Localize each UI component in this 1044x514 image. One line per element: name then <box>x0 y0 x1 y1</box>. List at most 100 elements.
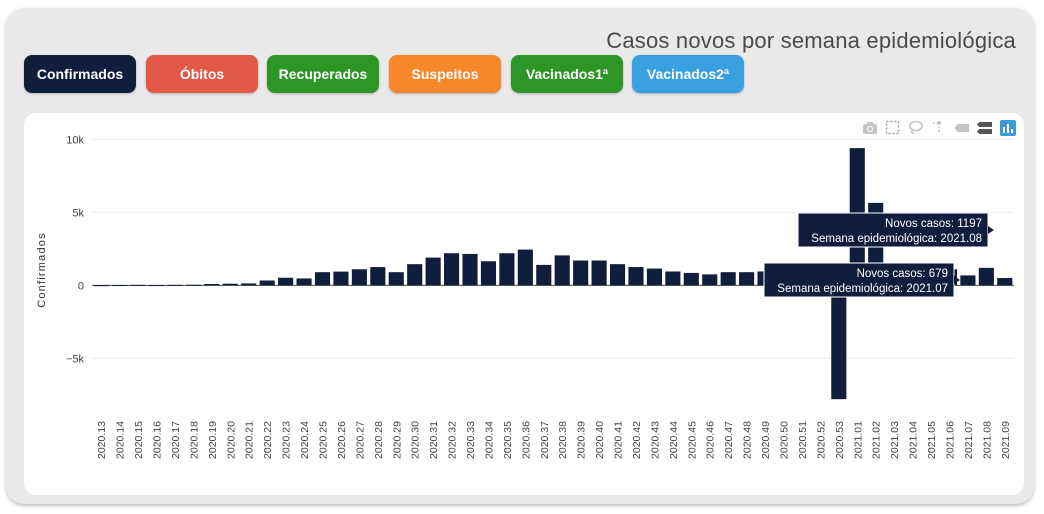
bar-2020.41[interactable] <box>609 264 626 286</box>
bar-2020.44[interactable] <box>665 271 681 286</box>
bar-2020.13[interactable] <box>93 285 109 287</box>
bar-2021.08[interactable] <box>978 267 994 286</box>
hover-closest-icon[interactable] <box>953 119 970 136</box>
bar-2020.40[interactable] <box>591 260 607 286</box>
x-tick-label: 2020.14 <box>115 421 127 459</box>
bar-2021.07[interactable] <box>960 275 976 286</box>
bar-2020.37[interactable] <box>536 264 552 286</box>
x-tick-label: 2020.46 <box>705 421 717 459</box>
x-tick-label: 2020.43 <box>649 421 661 459</box>
bar-2020.23[interactable] <box>278 277 294 286</box>
bar-2020.32[interactable] <box>444 253 460 286</box>
bar-2020.31[interactable] <box>425 257 441 286</box>
bar-2020.22[interactable] <box>259 280 275 286</box>
x-tick-label: 2020.49 <box>760 421 772 459</box>
tooltip-line: Novos casos: 679 <box>857 268 948 280</box>
bar-2020.42[interactable] <box>628 267 644 286</box>
y-axis-title: Confirmados <box>36 232 48 308</box>
bar-2020.25[interactable] <box>314 272 331 286</box>
camera-icon[interactable] <box>861 119 878 136</box>
bar-2020.36[interactable] <box>517 249 533 286</box>
x-tick-label: 2020.26 <box>336 421 348 459</box>
y-tick-label: 0 <box>78 280 84 292</box>
x-tick-label: 2021.03 <box>889 421 901 459</box>
bar-2020.16[interactable] <box>148 285 165 287</box>
x-tick-label: 2020.33 <box>465 421 477 459</box>
x-tick-label: 2020.34 <box>483 421 495 459</box>
x-tick-label: 2020.50 <box>779 421 791 459</box>
tooltip-box <box>797 212 989 248</box>
bar-2020.14[interactable] <box>112 285 128 287</box>
x-tick-label: 2020.16 <box>152 421 164 459</box>
tooltip-pointer <box>988 226 994 234</box>
plot-area: −5k 0 5k 10k Confirmados 2020.13 2020.14 2020.1… <box>24 113 1024 495</box>
x-tick-label: 2020.30 <box>410 421 422 459</box>
x-tick-label: 2020.51 <box>797 421 809 459</box>
spike-lines-icon[interactable] <box>930 119 947 136</box>
tab-vacinados2[interactable]: Vacinados2ª <box>632 55 744 93</box>
bar-2020.43[interactable] <box>646 268 662 286</box>
x-tick-label: 2020.22 <box>262 421 274 459</box>
modebar <box>861 119 1016 137</box>
x-tick-label: 2020.27 <box>354 421 366 459</box>
bar-2020.34[interactable] <box>480 261 497 286</box>
x-tick-label: 2020.47 <box>723 421 735 459</box>
box-select-icon[interactable] <box>884 119 901 136</box>
x-tick-label: 2020.23 <box>281 421 293 459</box>
bar-2020.28[interactable] <box>370 267 386 286</box>
bar-2021.09[interactable] <box>997 278 1013 286</box>
bar-2020.17[interactable] <box>167 284 183 286</box>
chart-card: Casos novos por semana epidemiológica Co… <box>6 8 1034 504</box>
bar-2020.30[interactable] <box>407 264 423 286</box>
x-tick-label: 2021.06 <box>944 421 956 459</box>
bar-2020.53[interactable] <box>831 285 847 400</box>
bar-2020.48[interactable] <box>739 272 755 286</box>
x-tick-label: 2020.41 <box>613 421 625 459</box>
bar-2020.15[interactable] <box>130 284 146 286</box>
x-tick-label: 2020.39 <box>576 421 588 459</box>
x-tick-label: 2021.01 <box>852 421 864 459</box>
bar-2020.45[interactable] <box>683 272 699 286</box>
tab-vacinados1[interactable]: Vacinados1ª <box>511 55 623 93</box>
y-tick-label: 5k <box>72 207 84 219</box>
tab-obitos[interactable]: Óbitos <box>146 55 258 93</box>
hover-tooltip: Novos casos: 1197 Semana epidemiológica: … <box>797 212 994 248</box>
plotly-logo-icon[interactable] <box>999 119 1016 136</box>
x-tick-label: 2020.31 <box>428 421 440 459</box>
x-tick-label: 2020.24 <box>299 421 311 459</box>
bar-2020.35[interactable] <box>499 253 515 286</box>
x-tick-label: 2020.20 <box>225 421 237 459</box>
tab-recuperados[interactable]: Recuperados <box>267 55 379 93</box>
x-tick-label: 2020.45 <box>686 421 698 459</box>
bar-2020.29[interactable] <box>388 272 404 286</box>
tab-confirmados[interactable]: Confirmados <box>24 55 136 93</box>
bar-2020.38[interactable] <box>554 255 570 286</box>
tooltip-pointer <box>954 276 960 284</box>
lasso-icon[interactable] <box>907 119 924 136</box>
bar-2020.20[interactable] <box>222 283 238 286</box>
x-tick-label: 2021.05 <box>926 421 938 459</box>
x-tick-label: 2020.38 <box>557 421 569 459</box>
bar-2020.19[interactable] <box>204 284 220 286</box>
bar-2020.27[interactable] <box>351 269 367 286</box>
bar-2020.26[interactable] <box>333 271 349 286</box>
x-tick-label: 2020.28 <box>373 421 385 459</box>
bar-2020.47[interactable] <box>720 272 736 286</box>
tab-suspeitos[interactable]: Suspeitos <box>389 55 501 93</box>
x-tick-label: 2021.04 <box>908 421 920 459</box>
bar-2020.46[interactable] <box>702 274 718 286</box>
x-tick-label: 2020.42 <box>631 421 643 459</box>
bar-2020.24[interactable] <box>296 278 312 286</box>
x-tick-label: 2020.36 <box>520 421 532 459</box>
bar-2020.39[interactable] <box>573 260 589 286</box>
x-tick-label: 2020.13 <box>96 421 108 459</box>
x-tick-label: 2020.44 <box>668 421 680 459</box>
bar-2020.33[interactable] <box>462 253 478 286</box>
bar-2020.18[interactable] <box>185 284 201 286</box>
chart-title: Casos novos por semana epidemiológica <box>606 28 1016 53</box>
x-tick-label: 2020.35 <box>502 421 514 459</box>
x-tick-label: 2021.08 <box>981 421 993 459</box>
x-tick-label: 2020.53 <box>834 421 846 459</box>
bar-2020.21[interactable] <box>241 283 257 286</box>
hover-compare-icon[interactable] <box>976 119 993 136</box>
